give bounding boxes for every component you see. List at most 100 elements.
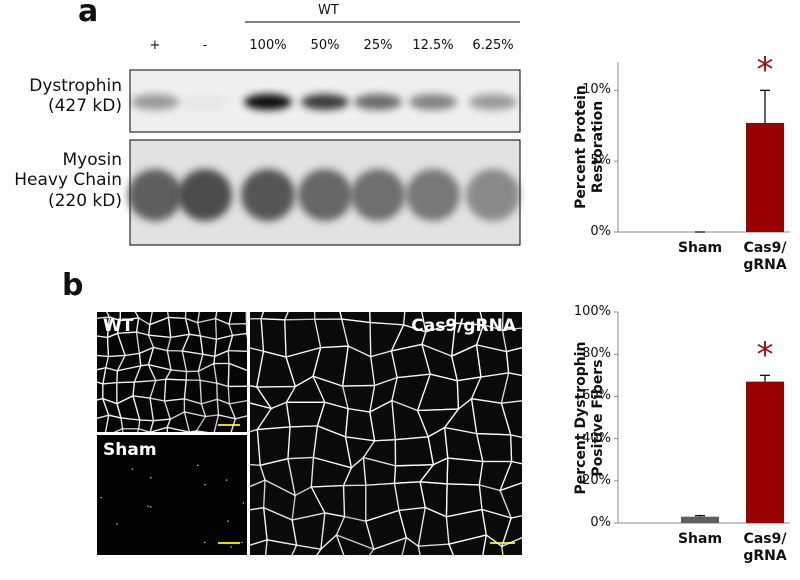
row-label: Myosin Heavy Chain (220 kD) xyxy=(14,150,122,211)
blot-band xyxy=(131,94,179,110)
lane-label: 12.5% xyxy=(412,38,454,53)
blot-band xyxy=(351,169,405,221)
blot-band xyxy=(354,94,402,110)
cell xyxy=(527,535,566,567)
cell xyxy=(250,538,268,555)
blot-band xyxy=(298,169,352,221)
speck xyxy=(230,546,232,548)
speck xyxy=(147,505,149,508)
cell xyxy=(510,434,522,465)
cell xyxy=(137,419,155,432)
bar xyxy=(746,122,784,232)
x-tick-label: Sham xyxy=(677,531,723,547)
cell xyxy=(538,399,567,441)
blot-band xyxy=(406,169,460,221)
speck xyxy=(116,523,118,525)
panel-label: a xyxy=(78,0,99,29)
y-tick-label: 80% xyxy=(582,346,611,362)
lane-label: 6.25% xyxy=(472,38,514,53)
cell xyxy=(149,426,169,432)
image-label: Cas9/gRNA xyxy=(411,316,516,336)
speck xyxy=(196,464,199,467)
blot-band xyxy=(241,169,295,221)
cell xyxy=(482,533,504,555)
image-label: Sham xyxy=(103,440,157,460)
y-axis-label: Percent Dystrophin Positive Fibers xyxy=(573,340,606,495)
cell xyxy=(533,378,554,403)
lane-label: + xyxy=(149,38,161,53)
cell xyxy=(213,414,237,432)
cell xyxy=(227,332,247,352)
lane-label: 100% xyxy=(249,38,287,53)
cell xyxy=(264,539,298,555)
row-label: Dystrophin (427 kD) xyxy=(29,76,122,117)
blot-band xyxy=(466,169,520,221)
lane-label: 25% xyxy=(363,38,393,53)
cell xyxy=(417,543,454,555)
cell xyxy=(501,537,522,555)
cell-pattern xyxy=(250,312,567,567)
cell xyxy=(316,533,345,555)
blot-band xyxy=(409,94,457,110)
cell xyxy=(505,347,522,377)
cell xyxy=(533,345,565,380)
cell xyxy=(113,427,124,432)
cell xyxy=(530,429,567,466)
y-tick-label: 20% xyxy=(582,473,611,488)
image-sham xyxy=(97,435,247,555)
blot-band xyxy=(128,169,182,221)
annotation: * xyxy=(756,50,774,91)
cell xyxy=(291,544,322,555)
speck xyxy=(241,541,243,544)
cell xyxy=(230,415,247,432)
x-tick-label: Cas9/ gRNA xyxy=(743,240,787,273)
cell xyxy=(166,426,191,432)
bar xyxy=(681,516,719,523)
cell xyxy=(245,322,247,335)
speck xyxy=(227,520,229,522)
cell-pattern xyxy=(97,312,247,432)
y-tick-label: 5% xyxy=(590,153,611,169)
speck xyxy=(149,476,152,479)
cell xyxy=(188,430,198,432)
blot-band xyxy=(181,94,229,110)
cell xyxy=(501,312,522,331)
blot-band xyxy=(244,94,292,110)
cell xyxy=(245,312,247,325)
x-tick-label: Sham xyxy=(677,240,723,256)
speck xyxy=(225,479,228,481)
x-tick-label: Cas9/ gRNA xyxy=(743,531,787,564)
cell xyxy=(166,410,191,432)
cell xyxy=(401,536,421,555)
y-tick-label: 0% xyxy=(590,224,611,240)
y-tick-label: 10% xyxy=(582,82,611,98)
lane-label: - xyxy=(202,38,208,53)
image-label: WT xyxy=(103,316,134,336)
blot-band xyxy=(301,94,349,110)
y-tick-label: 100% xyxy=(573,304,611,320)
cell xyxy=(501,327,522,353)
y-tick-label: 60% xyxy=(582,388,611,404)
speck xyxy=(131,468,134,470)
speck xyxy=(204,483,206,486)
cell xyxy=(227,362,247,388)
cell xyxy=(195,414,220,432)
y-axis-label: Percent Protein Restoration xyxy=(573,85,606,209)
cell xyxy=(499,482,522,519)
cell xyxy=(498,460,522,492)
y-tick-label: 0% xyxy=(590,515,611,531)
cell xyxy=(227,349,247,371)
group-label: WT xyxy=(318,3,339,18)
panel-label: b xyxy=(62,268,84,303)
annotation: * xyxy=(756,335,774,376)
y-tick-label: 40% xyxy=(582,430,611,446)
speck xyxy=(203,541,206,544)
cell xyxy=(227,385,247,405)
speck xyxy=(100,496,102,499)
cell xyxy=(500,372,522,404)
cell xyxy=(136,428,151,432)
cell xyxy=(530,325,566,351)
cell xyxy=(448,534,488,555)
